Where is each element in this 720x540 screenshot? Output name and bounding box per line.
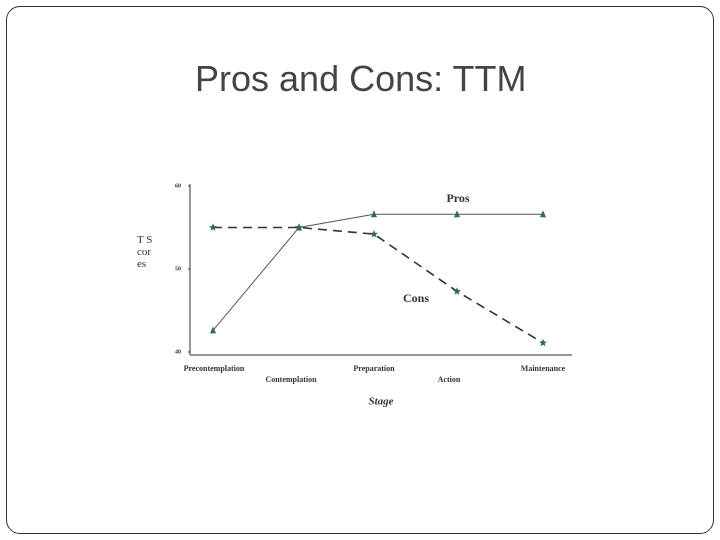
y-tick-label: 40 [175,349,181,355]
x-tick-label: Preparation [353,364,395,373]
y-axis-label: T Scores [137,234,153,270]
marker [454,210,460,218]
y-tick-label: 50 [175,266,181,272]
marker [210,326,216,334]
x-axis-label: Stage [368,396,393,408]
x-tick-label: Action [438,375,461,384]
marker [295,223,303,231]
slide [6,6,714,534]
marker [371,210,377,218]
series-label: Cons [403,291,429,305]
marker [209,223,217,231]
series-label: Pros [446,191,469,205]
x-tick-label: Maintenance [521,364,566,373]
slide-title: Pros and Cons: TTM [195,58,527,99]
marker [539,338,547,347]
y-tick-label: 60 [175,183,181,189]
x-tick-label: Contemplation [265,375,317,384]
x-tick-label: Precontemplation [184,364,245,373]
marker [370,229,378,238]
marker [540,210,546,218]
marker [453,287,461,295]
series-line [213,226,544,344]
